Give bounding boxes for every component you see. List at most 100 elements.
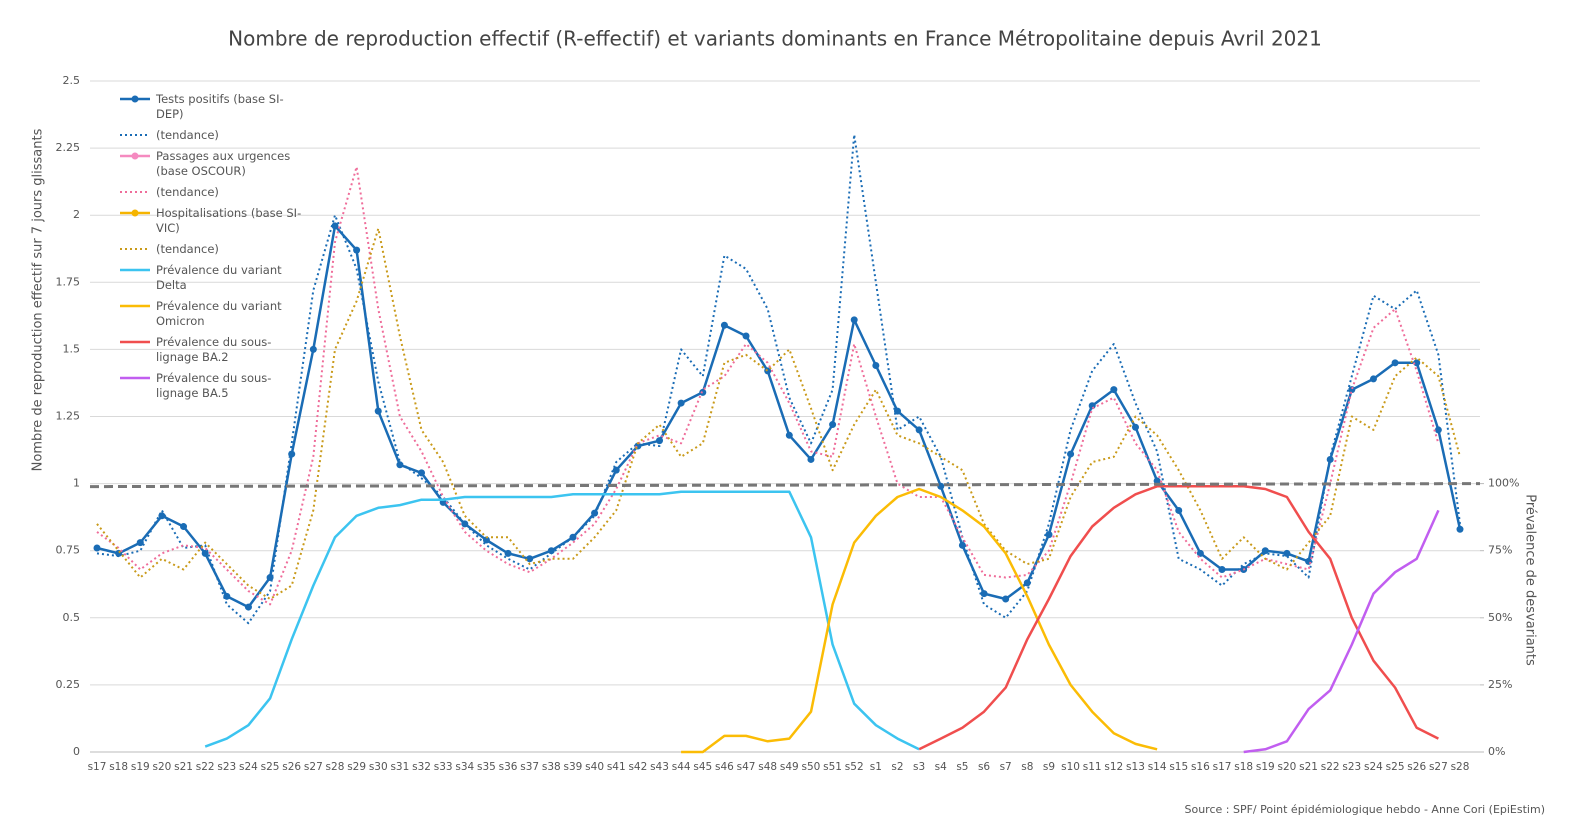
data-point — [980, 590, 988, 598]
data-point — [547, 547, 555, 555]
legend-item: Prévalence du variant Omicron — [118, 299, 303, 329]
x-tick-label: s19 — [131, 761, 150, 773]
series-line — [96, 224, 1462, 609]
data-point — [1088, 402, 1096, 410]
legend-label: Prévalence du sous-lignage BA.5 — [156, 371, 272, 400]
data-point — [309, 345, 317, 353]
legend-label: (tendance) — [156, 128, 219, 142]
legend-label: Prévalence du variant Delta — [156, 263, 282, 292]
series-line — [96, 165, 1440, 606]
legend-item: Passages aux urgences (base OSCOUR) — [118, 149, 303, 179]
x-tick-label: s33 — [434, 761, 453, 773]
legend-marker — [131, 209, 139, 217]
legend-swatch — [120, 209, 150, 217]
x-tick-label: s25 — [261, 761, 280, 773]
data-point — [1456, 525, 1464, 533]
x-tick-label: s30 — [369, 761, 388, 773]
data-point — [1413, 359, 1421, 367]
legend-swatch — [120, 152, 150, 160]
legend: Tests positifs (base SI-DEP) (tendance) Pa… — [118, 92, 303, 407]
data-point — [872, 362, 880, 370]
data-point — [1153, 477, 1161, 485]
x-tick-label: s17 — [88, 761, 107, 773]
data-point — [764, 367, 772, 375]
legend-swatch — [120, 340, 150, 344]
y2-tick-label: 50% — [1488, 611, 1512, 624]
legend-swatch — [120, 134, 150, 136]
series-line — [204, 490, 920, 751]
y-tick-label: 0.25 — [56, 678, 81, 691]
legend-item: Prévalence du sous-lignage BA.2 — [118, 335, 303, 365]
data-point — [1110, 386, 1118, 394]
data-point — [937, 482, 945, 490]
x-tick-label: s17 — [1213, 761, 1232, 773]
x-tick-label: s41 — [607, 761, 626, 773]
x-tick-label: s23 — [1342, 761, 1361, 773]
x-tick-label: s21 — [174, 761, 193, 773]
y2-tick-label: 75% — [1488, 544, 1512, 557]
x-tick-label: s12 — [1104, 761, 1123, 773]
legend-swatch — [120, 95, 150, 103]
x-tick-label: s28 — [326, 761, 345, 773]
x-tick-label: s50 — [802, 761, 821, 773]
data-point — [850, 316, 858, 324]
legend-label: Prévalence du sous-lignage BA.2 — [156, 335, 272, 364]
data-point — [785, 431, 793, 439]
legend-swatch — [120, 248, 150, 250]
x-tick-label: s37 — [520, 761, 539, 773]
x-tick-label: s8 — [1021, 761, 1033, 773]
data-point — [1002, 595, 1010, 603]
data-point — [677, 399, 685, 407]
x-tick-label: s44 — [672, 761, 691, 773]
x-tick-label: s18 — [109, 761, 128, 773]
data-point — [1348, 386, 1356, 394]
x-tick-label: s22 — [196, 761, 215, 773]
y-tick-label: 2.5 — [63, 74, 81, 87]
y-axis-label: Nombre de reproduction effectif sur 7 jo… — [31, 128, 46, 471]
legend-swatch — [120, 191, 150, 193]
x-tick-label: s42 — [628, 761, 647, 773]
x-tick-label: s21 — [1299, 761, 1318, 773]
x-tick-label: s48 — [758, 761, 777, 773]
x-tick-label: s6 — [978, 761, 990, 773]
x-tick-label: s27 — [304, 761, 323, 773]
x-tick-label: s32 — [412, 761, 431, 773]
series-line — [1243, 509, 1440, 754]
y2-axis-label: Prévalence de desvariants — [1523, 494, 1538, 666]
x-tick-label: s13 — [1126, 761, 1145, 773]
x-tick-label: s52 — [845, 761, 864, 773]
x-tick-label: s31 — [390, 761, 409, 773]
chart-title: Nombre de reproduction effectif (R-effec… — [228, 27, 1322, 51]
legend-swatch — [120, 268, 150, 272]
legend-marker — [131, 152, 139, 160]
x-tick-label: s11 — [1083, 761, 1102, 773]
legend-item: Prévalence du variant Delta — [118, 263, 303, 293]
y-tick-label: 0 — [73, 745, 80, 758]
x-tick-label: s18 — [1234, 761, 1253, 773]
data-point — [1218, 565, 1226, 573]
data-point — [482, 536, 490, 544]
data-point — [526, 555, 534, 563]
data-point — [93, 544, 101, 552]
legend-item: (tendance) — [118, 128, 303, 143]
legend-item: (tendance) — [118, 185, 303, 200]
source: Source : SPF/ Point épidémiologique hebd… — [1185, 803, 1546, 816]
data-point — [958, 541, 966, 549]
x-tick-label: s15 — [1169, 761, 1188, 773]
data-point — [504, 549, 512, 557]
legend-swatch — [120, 376, 150, 380]
data-point — [807, 455, 815, 463]
legend-item: Tests positifs (base SI-DEP) — [118, 92, 303, 122]
data-point — [1175, 506, 1183, 514]
x-tick-label: s1 — [870, 761, 882, 773]
data-point — [180, 523, 188, 531]
data-point — [612, 466, 620, 474]
y-tick-label: 0.5 — [63, 611, 81, 624]
data-point — [136, 539, 144, 547]
x-tick-label: s35 — [477, 761, 496, 773]
data-point — [742, 332, 750, 340]
x-tick-label: s46 — [715, 761, 734, 773]
data-point — [915, 426, 923, 434]
